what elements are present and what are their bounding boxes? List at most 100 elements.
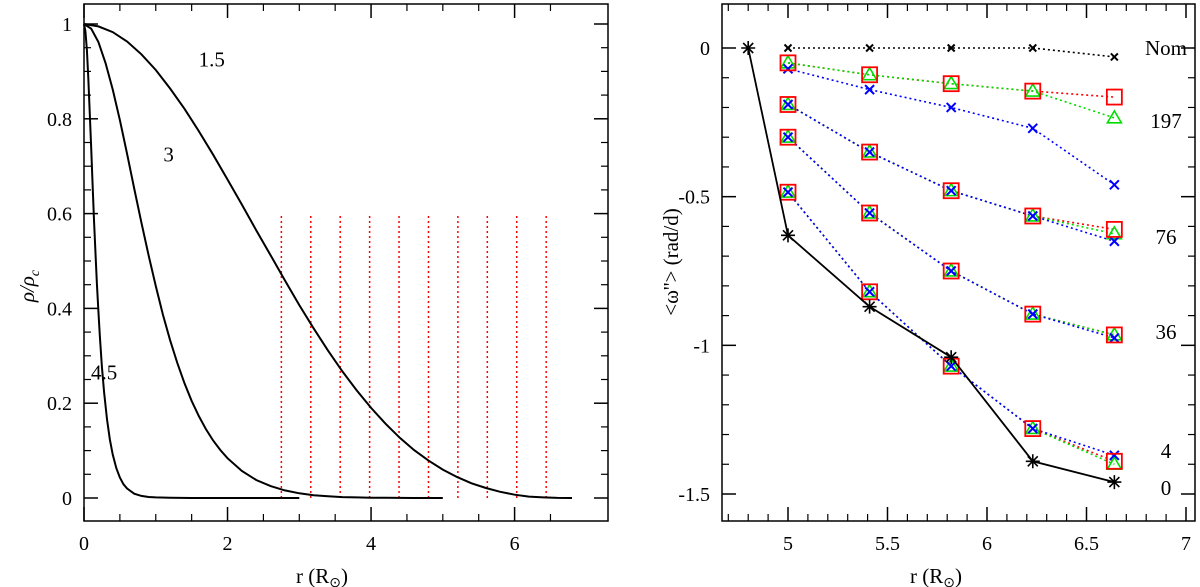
red-square-marker	[1105, 452, 1123, 470]
red-square-marker	[779, 96, 797, 113]
red-square-marker	[779, 183, 797, 201]
blue-cross-marker	[1109, 332, 1120, 344]
x-tick-label: 5.5	[875, 533, 900, 555]
red-square-marker	[942, 182, 960, 200]
nominal-cross-marker	[1028, 43, 1037, 53]
right-ticks: 5 5.5 6 6.5 7 -1.5 -1 -0.5 0	[678, 4, 1195, 555]
red-square-marker	[861, 283, 878, 301]
blue-cross-marker	[1109, 179, 1120, 190]
blue-cross-marker	[945, 265, 957, 277]
blue-cross-marker	[1027, 123, 1038, 134]
blue-cross-marker	[864, 84, 875, 95]
side-label-nom: Nom	[1145, 36, 1187, 60]
series-line-red-36	[787, 136, 1115, 336]
y-tick-label: -0.5	[678, 187, 710, 209]
nominal-cross-marker	[783, 43, 793, 53]
side-label-197: 197	[1150, 109, 1182, 133]
green-triangle-marker	[942, 357, 960, 372]
green-triangle-marker	[779, 54, 797, 69]
green-triangle-marker	[861, 143, 878, 158]
series-line-red-76a	[787, 103, 1115, 231]
red-square-marker	[861, 143, 878, 161]
green-triangle-marker	[861, 204, 878, 219]
green-triangle-marker	[1024, 82, 1042, 97]
blue-cross-marker	[1109, 450, 1120, 461]
x-tick-label: 4	[366, 533, 376, 555]
red-square-marker	[861, 204, 878, 222]
blue-cross-marker	[864, 146, 875, 158]
red-square-marker	[942, 75, 960, 93]
density-curve-n1_5	[83, 23, 573, 499]
zero-star-marker	[781, 228, 795, 243]
green-triangle-marker	[942, 262, 960, 277]
right-y-axis-label: <ω''> (rad/d)	[659, 208, 683, 315]
density-curve-n3	[83, 23, 443, 499]
right-plot-frame	[721, 3, 1196, 522]
y-tick-label: 0.2	[47, 393, 72, 415]
nominal-cross-marker	[865, 43, 874, 53]
curve-label-n4_5: 4.5	[91, 361, 117, 385]
blue-cross-marker	[1027, 308, 1038, 320]
y-tick-label: 0	[700, 38, 710, 60]
series-line-blue-36	[787, 136, 1115, 339]
green-triangle-marker	[861, 66, 878, 81]
curve-label-n1_5: 1.5	[199, 48, 225, 72]
x-tick-label: 7	[1181, 533, 1191, 555]
green-triangle-marker	[1024, 420, 1042, 435]
nominal-cross-marker	[946, 43, 956, 53]
side-label-4: 4	[1161, 439, 1172, 463]
y-tick-label: 0.6	[47, 204, 72, 226]
left-panel: 0 2 4 6 0 0.2 0.4 0.6 0.8 1 1.5 3 4.5 r (R⊙) ρ/ρc	[15, 3, 609, 587]
blue-cross-marker	[782, 131, 794, 143]
series-line-blue-197	[787, 68, 1115, 186]
y-tick-label: 0.4	[47, 298, 72, 320]
green-triangle-marker	[942, 182, 960, 197]
side-label-76: 76	[1156, 225, 1177, 249]
blue-cross-marker	[945, 102, 957, 113]
red-square-marker	[861, 66, 878, 84]
right-curve-labels: Nom 197 76 36 4 0	[1145, 36, 1187, 500]
green-triangle-marker	[1024, 305, 1042, 320]
side-label-36: 36	[1156, 320, 1177, 344]
x-tick-label: 6	[982, 533, 992, 555]
left-y-axis-label: ρ/ρc	[15, 269, 43, 303]
blue-cross-marker	[945, 360, 957, 372]
series-line-green-36	[787, 136, 1115, 336]
x-tick-label: 0	[79, 533, 89, 555]
blue-cross-marker	[864, 286, 875, 298]
blue-cross-marker	[1027, 210, 1038, 222]
blue-cross-marker	[864, 207, 875, 219]
zero-star-marker	[741, 41, 756, 55]
x-tick-label: 2	[223, 533, 233, 555]
x-tick-label: 6.5	[1074, 533, 1099, 555]
series-line-green-4	[787, 191, 1115, 466]
side-label-0: 0	[1161, 476, 1172, 500]
green-triangle-marker	[1105, 225, 1123, 240]
red-square-marker	[1024, 420, 1042, 437]
green-triangle-marker	[779, 95, 797, 111]
blue-cross-marker	[1109, 236, 1120, 247]
blue-cross-marker	[1027, 423, 1038, 434]
right-panel: 5 5.5 6 6.5 7 -1.5 -1 -0.5 0 Nom 197 76 36 4 0 r (R⊙)…	[659, 3, 1196, 587]
x-tick-label: 6	[510, 533, 520, 555]
x-tick-label: 5	[783, 533, 793, 555]
series-line-zero	[747, 47, 1115, 483]
series-line-green-197	[787, 62, 1115, 119]
y-tick-label: -1	[693, 335, 710, 357]
y-tick-label: 0	[62, 488, 72, 510]
zero-star-marker	[1107, 475, 1122, 490]
green-triangle-marker	[779, 183, 797, 198]
zero-star-marker	[862, 299, 877, 314]
red-square-marker	[1024, 82, 1042, 100]
red-square-marker	[1024, 207, 1042, 225]
green-triangle-marker	[942, 75, 960, 90]
right-x-axis-label: r (R⊙)	[910, 564, 962, 587]
nominal-cross-marker	[1110, 52, 1119, 62]
left-ticks: 0 2 4 6 0 0.2 0.4 0.6 0.8 1	[47, 4, 608, 555]
left-plot-frame	[83, 3, 609, 522]
zero-star-marker	[944, 350, 959, 365]
series-line-blue-76a	[787, 103, 1115, 243]
series-line-green-76a	[787, 103, 1115, 235]
zero-star-marker	[1025, 454, 1040, 469]
